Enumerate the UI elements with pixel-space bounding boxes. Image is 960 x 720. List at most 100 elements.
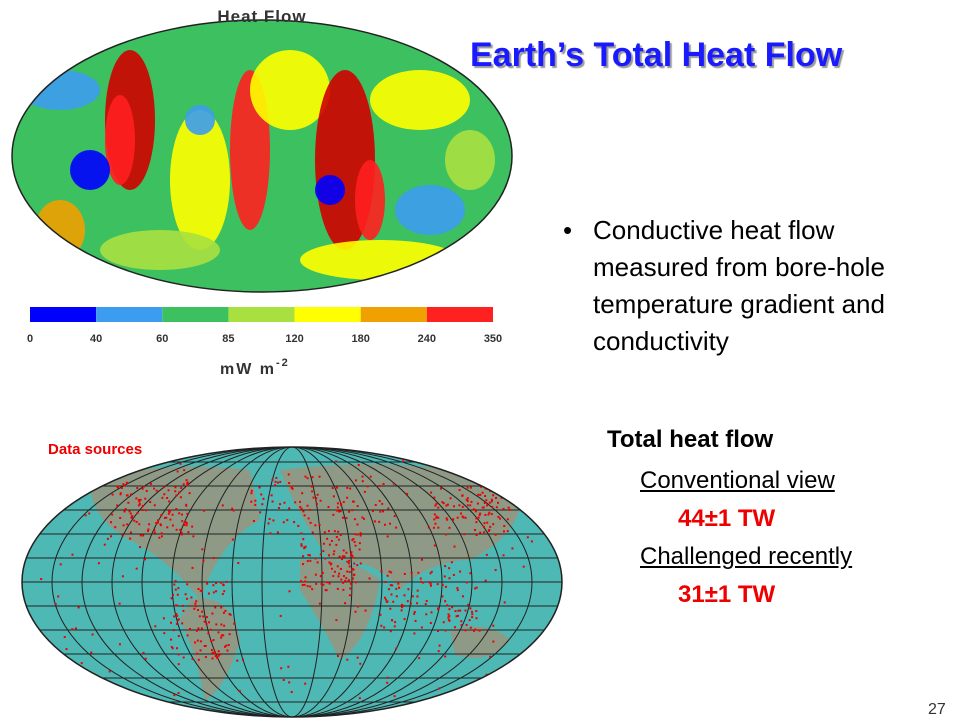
data-point (384, 523, 387, 526)
data-point (411, 595, 414, 598)
data-point (386, 574, 389, 577)
data-point (316, 493, 319, 496)
data-point (398, 586, 401, 589)
data-point (71, 553, 74, 556)
data-point (444, 585, 447, 588)
data-point (136, 511, 139, 514)
data-point (503, 525, 506, 528)
data-point (479, 531, 482, 534)
data-point (145, 489, 148, 492)
heat-flow-map (12, 20, 512, 292)
summary-label: Challenged recently (640, 543, 853, 570)
data-point (303, 583, 306, 586)
data-point (416, 602, 419, 605)
data-point (176, 614, 179, 617)
data-point (222, 611, 225, 614)
data-point (475, 517, 478, 520)
data-point (177, 663, 180, 666)
data-point (484, 495, 487, 498)
data-point (457, 609, 460, 612)
data-point (467, 603, 470, 606)
data-point (212, 557, 215, 560)
data-point (165, 516, 168, 519)
data-point (356, 656, 359, 659)
data-point (136, 487, 139, 490)
data-point (121, 534, 124, 537)
data-point (169, 518, 172, 521)
data-point (212, 591, 215, 594)
data-point (328, 554, 331, 557)
data-point (201, 610, 204, 613)
data-point (150, 463, 153, 466)
data-point (272, 519, 275, 522)
data-point (144, 657, 147, 660)
data-point (282, 678, 285, 681)
data-point (328, 582, 331, 585)
data-point (391, 584, 394, 587)
data-point (388, 522, 391, 525)
data-point (392, 600, 395, 603)
data-point (326, 537, 329, 540)
data-point (74, 627, 77, 630)
data-point (181, 622, 184, 625)
data-point (175, 528, 178, 531)
data-point (219, 581, 222, 584)
data-point (231, 538, 234, 541)
data-point (437, 608, 440, 611)
data-point (210, 640, 213, 643)
data-point (465, 581, 468, 584)
data-point (341, 555, 344, 558)
data-point (196, 652, 199, 655)
data-point (182, 483, 185, 486)
data-point (175, 494, 178, 497)
data-point (441, 583, 444, 586)
data-point (126, 481, 129, 484)
data-point (124, 507, 127, 510)
heat-region (170, 110, 230, 250)
data-point (342, 581, 345, 584)
data-point (319, 575, 322, 578)
data-point (413, 632, 416, 635)
unit-text: mW m (220, 361, 276, 378)
data-point (488, 501, 491, 504)
data-point (65, 648, 68, 651)
data-point (478, 513, 481, 516)
data-point (337, 575, 340, 578)
heat-region (395, 185, 465, 235)
data-point (520, 690, 523, 693)
data-point (314, 573, 317, 576)
data-point (173, 694, 176, 697)
data-point (180, 533, 183, 536)
data-point (353, 540, 356, 543)
data-point (155, 521, 158, 524)
data-point (139, 546, 142, 549)
data-point (287, 473, 290, 476)
data-point (430, 570, 433, 573)
data-point (468, 619, 471, 622)
data-point (342, 549, 345, 552)
data-point (356, 523, 359, 526)
data-point (286, 519, 289, 522)
data-point (452, 518, 455, 521)
data-point (350, 551, 353, 554)
data-point (491, 505, 494, 508)
data-point (131, 514, 134, 517)
data-point (333, 570, 336, 573)
data-point (530, 540, 533, 543)
slide-title: Earth’s Total Heat Flow (470, 36, 843, 74)
data-point (137, 498, 140, 501)
data-point (451, 606, 454, 609)
data-point (215, 590, 218, 593)
data-point (487, 529, 490, 532)
data-point (435, 515, 438, 518)
data-point (280, 667, 283, 670)
data-point (463, 533, 466, 536)
data-point (386, 681, 389, 684)
data-point (193, 607, 196, 610)
data-point (466, 499, 469, 502)
data-point (482, 526, 485, 529)
data-point (395, 587, 398, 590)
data-point (359, 562, 362, 565)
data-point (138, 523, 141, 526)
data-point (254, 499, 257, 502)
